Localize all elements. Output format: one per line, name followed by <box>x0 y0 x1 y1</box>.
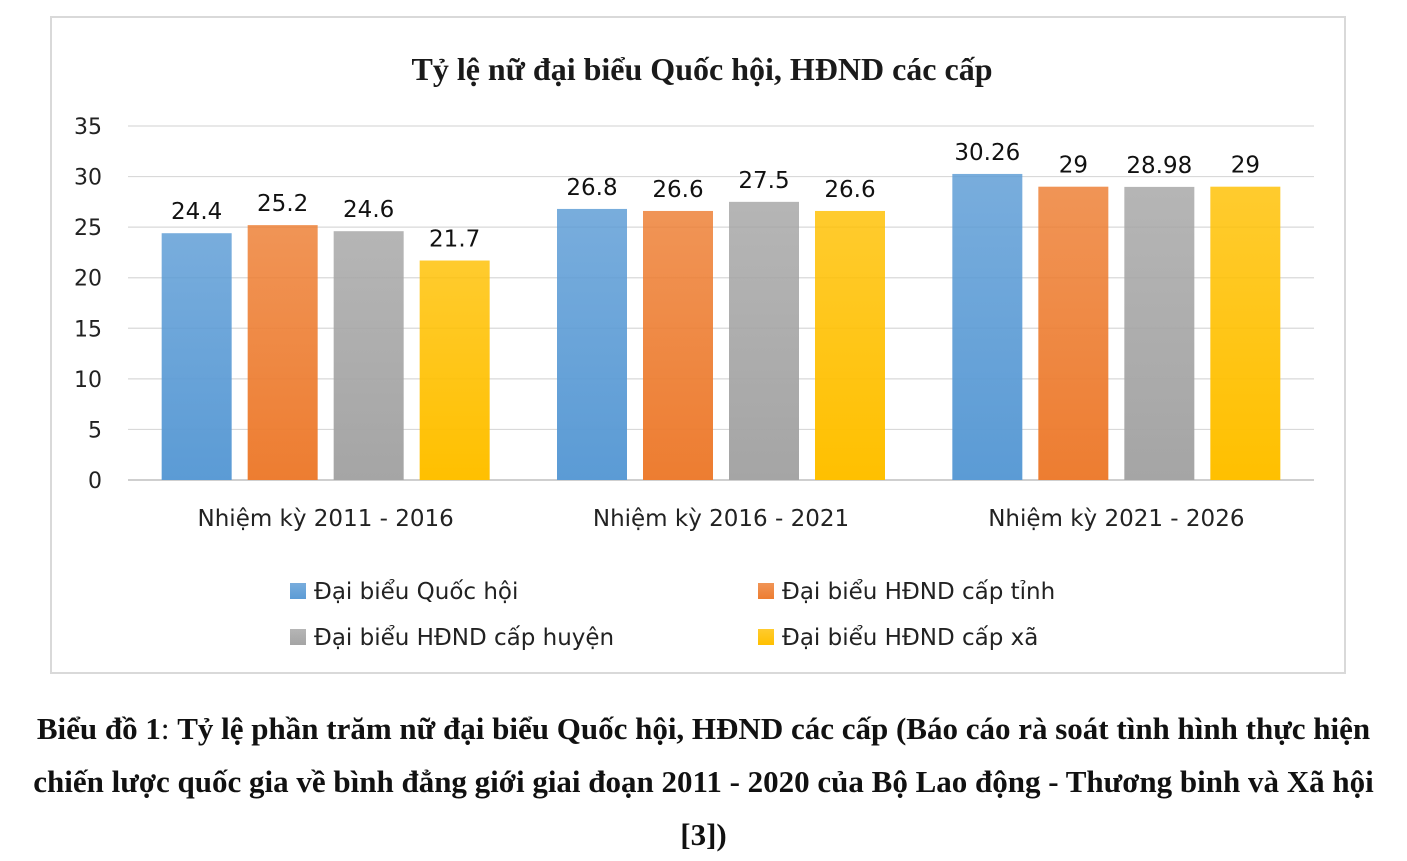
y-tick-label: 25 <box>74 216 102 241</box>
chart-frame: Tỷ lệ nữ đại biểu Quốc hội, HĐND các cấp… <box>50 16 1346 674</box>
data-label: 26.6 <box>824 177 875 203</box>
data-label: 21.7 <box>429 227 480 253</box>
chart-title: Tỷ lệ nữ đại biểu Quốc hội, HĐND các cấp <box>411 51 992 87</box>
data-label: 25.2 <box>257 191 308 217</box>
y-tick-label: 0 <box>88 469 102 494</box>
bar-dai-bieu-quoc-hoi-2 <box>557 208 627 481</box>
bar-dai-bieu-hdnd-cap-xa-1 <box>419 260 490 480</box>
data-label: 26.6 <box>652 177 703 203</box>
legend: Đại biểu Quốc hội Đại biểu HĐND cấp tỉnh Đ… <box>290 579 1055 651</box>
data-label: 24.6 <box>343 197 394 223</box>
bar-chart: Tỷ lệ nữ đại biểu Quốc hội, HĐND các cấp… <box>74 51 1314 651</box>
data-labels: 24.4 25.2 24.6 21.7 26.8 26.6 27.5 26.6 30.26 29 2… <box>171 140 1260 253</box>
y-tick-label: 15 <box>74 317 102 342</box>
x-axis: Nhiệm kỳ 2011 - 2016 Nhiệm kỳ 2016 - 2021… <box>198 506 1245 532</box>
bar-dai-bieu-hdnd-cap-tinh-2 <box>643 210 713 480</box>
y-tick-label: 10 <box>74 368 102 393</box>
y-tick-label: 35 <box>74 115 102 140</box>
caption-figure-label: Biểu đồ 1 <box>36 711 161 746</box>
bar-dai-bieu-hdnd-cap-xa-2 <box>815 210 885 480</box>
data-label: 27.5 <box>738 168 789 194</box>
data-label: 24.4 <box>171 199 222 225</box>
data-label: 29 <box>1231 153 1260 179</box>
x-category-label: Nhiệm kỳ 2016 - 2021 <box>593 506 849 532</box>
x-category-label: Nhiệm kỳ 2011 - 2016 <box>198 506 454 532</box>
data-label: 28.98 <box>1126 153 1192 179</box>
legend-label: Đại biểu HĐND cấp tỉnh <box>782 579 1055 605</box>
bar-dai-bieu-hdnd-cap-huyen-2 <box>729 201 799 480</box>
legend-swatch-dai-bieu-hdnd-cap-tinh <box>758 583 774 599</box>
gridlines <box>128 125 1314 481</box>
figure-caption: Biểu đồ 1: Tỷ lệ phần trăm nữ đại biểu Q… <box>20 702 1387 861</box>
bar-dai-bieu-hdnd-cap-tinh-3 <box>1038 186 1109 480</box>
legend-label: Đại biểu HĐND cấp huyện <box>314 625 614 651</box>
bars <box>161 173 1281 481</box>
caption-separator: : <box>160 711 178 746</box>
legend-swatch-dai-bieu-hdnd-cap-xa <box>758 629 774 645</box>
x-category-label: Nhiệm kỳ 2021 - 2026 <box>988 506 1244 532</box>
bar-dai-bieu-quoc-hoi-1 <box>161 233 232 480</box>
caption-text: Tỷ lệ phần trăm nữ đại biểu Quốc hội, HĐ… <box>33 711 1374 852</box>
legend-swatch-dai-bieu-hdnd-cap-huyen <box>290 629 306 645</box>
data-label: 30.26 <box>954 140 1020 166</box>
legend-swatch-dai-bieu-quoc-hoi <box>290 583 306 599</box>
bar-dai-bieu-hdnd-cap-huyen-1 <box>333 231 404 480</box>
legend-label: Đại biểu HĐND cấp xã <box>782 625 1038 651</box>
data-label: 26.8 <box>566 175 617 201</box>
data-label: 29 <box>1059 153 1088 179</box>
bar-dai-bieu-hdnd-cap-xa-3 <box>1210 186 1281 480</box>
legend-label: Đại biểu Quốc hội <box>314 579 518 605</box>
y-tick-label: 5 <box>88 418 102 443</box>
bar-dai-bieu-hdnd-cap-huyen-3 <box>1124 186 1195 480</box>
y-tick-label: 20 <box>74 267 102 292</box>
bar-dai-bieu-quoc-hoi-3 <box>952 173 1023 480</box>
y-tick-label: 30 <box>74 166 102 191</box>
y-axis: 0 5 10 15 20 25 30 35 <box>74 115 102 494</box>
bar-dai-bieu-hdnd-cap-tinh-1 <box>247 225 318 480</box>
